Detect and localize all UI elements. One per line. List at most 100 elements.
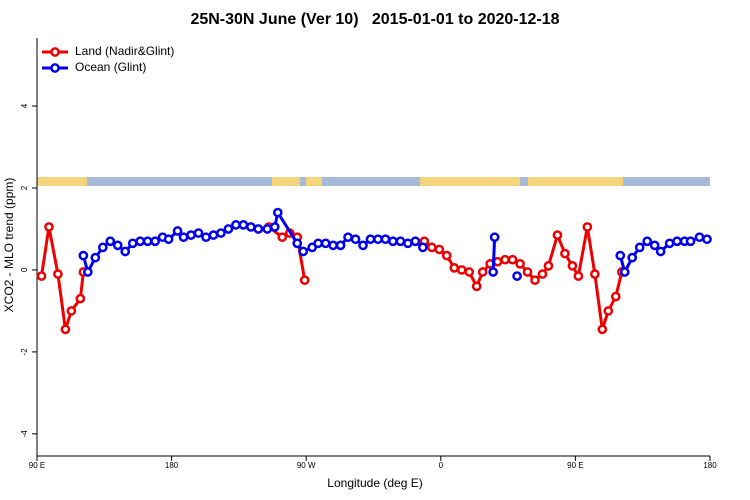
- data-point: [403, 238, 413, 249]
- data-point: [441, 250, 452, 261]
- data-point: [560, 248, 570, 259]
- data-point: [610, 291, 621, 302]
- data-point: [477, 267, 488, 277]
- x-tick-label: 180: [165, 461, 179, 470]
- data-point: [426, 242, 437, 253]
- data-point: [343, 232, 353, 243]
- data-point: [298, 246, 309, 257]
- data-point: [186, 230, 196, 240]
- data-point: [223, 224, 234, 234]
- data-point: [238, 220, 249, 230]
- data-point: [75, 293, 86, 304]
- data-point: [507, 254, 518, 265]
- data-point: [456, 265, 467, 275]
- x-tick-label: 90 W: [297, 461, 316, 470]
- data-point: [464, 267, 475, 277]
- data-point: [537, 269, 548, 279]
- data-point: [90, 252, 101, 263]
- data-point: [471, 281, 482, 292]
- data-point: [272, 207, 283, 218]
- data-point: [634, 242, 645, 253]
- data-point: [619, 267, 630, 277]
- data-point: [597, 324, 608, 335]
- data-point: [582, 222, 593, 232]
- data-point: [589, 269, 600, 279]
- data-point: [262, 224, 273, 234]
- data-point: [231, 220, 241, 230]
- x-tick-label: 180: [703, 461, 717, 470]
- data-point: [350, 234, 361, 245]
- data-point: [193, 228, 204, 238]
- data-point: [44, 222, 54, 232]
- data-point: [78, 250, 89, 261]
- data-point: [694, 232, 705, 243]
- data-point: [82, 267, 93, 277]
- data-point: [328, 240, 338, 251]
- data-point: [380, 234, 391, 245]
- data-point: [277, 232, 288, 243]
- data-point: [299, 275, 310, 286]
- data-point: [573, 271, 584, 281]
- data-point: [105, 236, 116, 247]
- data-point: [313, 238, 324, 249]
- x-tick-label: 90 E: [29, 461, 45, 470]
- data-point: [163, 234, 174, 245]
- data-point: [664, 238, 675, 249]
- data-point: [515, 258, 525, 269]
- data-point: [292, 238, 303, 249]
- data-point: [373, 234, 383, 245]
- data-point: [97, 242, 108, 253]
- data-point: [320, 238, 331, 249]
- data-point: [642, 236, 653, 247]
- legend-marker: [50, 63, 60, 73]
- x-tick-label: 0: [439, 461, 444, 470]
- data-point: [522, 267, 533, 277]
- data-point: [335, 240, 346, 251]
- chart-title: 25N-30N June (Ver 10) 2015-01-01 to 2020…: [190, 11, 559, 28]
- data-point: [655, 246, 666, 257]
- data-point: [488, 267, 498, 277]
- data-point: [418, 242, 428, 253]
- data-point: [201, 232, 211, 243]
- y-tick-label: -4: [20, 430, 29, 438]
- data-point: [253, 224, 264, 234]
- data-point: [150, 236, 160, 247]
- data-point: [365, 234, 376, 245]
- data-point: [208, 230, 219, 240]
- y-tick-label: 4: [20, 103, 29, 108]
- data-point: [216, 228, 226, 238]
- data-point: [135, 236, 146, 247]
- data-point: [649, 240, 660, 251]
- legend-label: Ocean (Glint): [75, 60, 146, 74]
- x-tick-label: 90 E: [567, 461, 583, 470]
- data-point: [552, 230, 563, 240]
- data-point: [543, 261, 554, 271]
- data-point: [434, 244, 445, 255]
- data-point: [627, 252, 638, 263]
- data-point: [358, 240, 368, 251]
- y-tick-label: 2: [20, 185, 29, 190]
- y-axis-label: XCO2 - MLO trend (ppm): [2, 178, 16, 313]
- legend-marker: [50, 47, 60, 57]
- data-point: [449, 263, 460, 273]
- data-point: [120, 246, 131, 257]
- data-point: [603, 306, 614, 316]
- data-point: [567, 261, 578, 271]
- data-point: [36, 271, 47, 281]
- land-ocean-strip: [37, 177, 710, 186]
- data-point: [178, 232, 189, 243]
- data-point: [388, 236, 398, 247]
- y-tick-label: -2: [20, 348, 29, 356]
- data-point: [395, 236, 406, 247]
- data-point: [615, 250, 626, 261]
- data-point: [530, 275, 540, 286]
- data-point: [127, 238, 138, 249]
- data-point: [672, 236, 682, 247]
- data-point: [142, 236, 153, 247]
- data-point: [112, 240, 123, 251]
- data-point: [66, 306, 77, 316]
- data-point: [685, 236, 696, 247]
- data-point: [269, 222, 280, 232]
- legend-label: Land (Nadir&Glint): [75, 44, 174, 58]
